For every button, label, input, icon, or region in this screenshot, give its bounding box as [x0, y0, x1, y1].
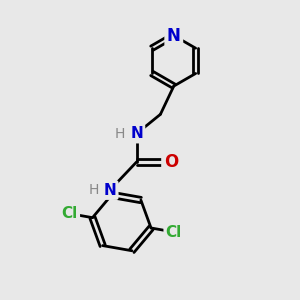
Text: Cl: Cl [61, 206, 78, 221]
Text: N: N [130, 126, 143, 141]
Text: O: O [164, 153, 178, 171]
Text: N: N [167, 27, 181, 45]
Text: N: N [103, 183, 116, 198]
Text: Cl: Cl [166, 224, 182, 239]
Text: H: H [115, 127, 125, 141]
Text: H: H [88, 183, 99, 197]
